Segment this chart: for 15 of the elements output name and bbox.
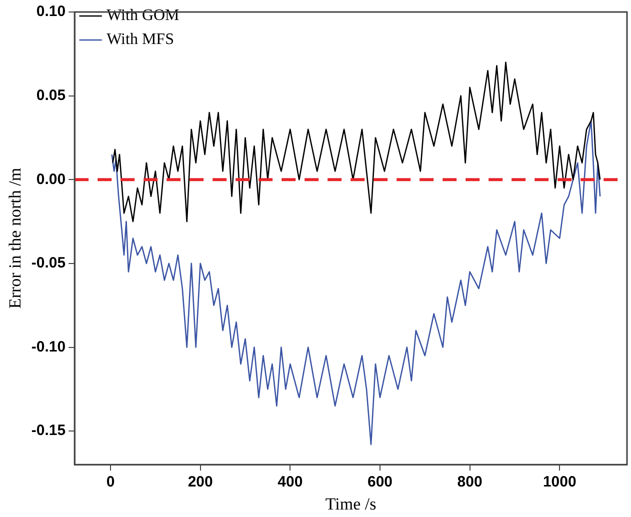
x-tick-label: 1000 — [542, 474, 576, 491]
y-tick-label: 0.10 — [36, 3, 66, 20]
y-tick-label: -0.10 — [31, 338, 66, 356]
y-tick-label: 0.05 — [36, 86, 66, 104]
y-tick-label: -0.05 — [31, 254, 66, 272]
x-tick-label: 600 — [367, 474, 393, 491]
x-tick-label: 400 — [278, 474, 303, 491]
legend-label: With MFS — [106, 31, 174, 48]
x-axis-title: Time /s — [325, 494, 376, 514]
y-axis-title: Error in the north /m — [6, 168, 25, 309]
x-tick-label: 800 — [457, 474, 482, 491]
x-tick-label: 200 — [188, 474, 213, 491]
y-tick-label: -0.15 — [31, 422, 66, 440]
x-tick-label: 0 — [106, 474, 115, 491]
y-tick-label: 0.00 — [36, 170, 66, 188]
